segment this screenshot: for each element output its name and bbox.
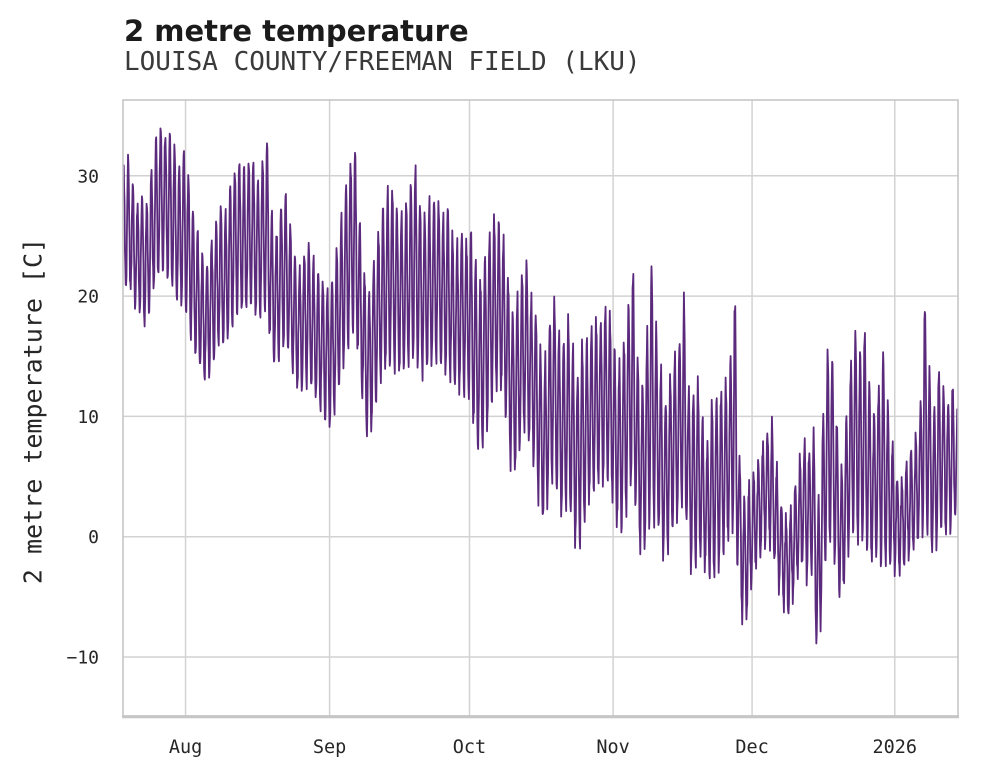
x-tick-label: Nov [596, 737, 629, 758]
x-tick-label: Aug [169, 737, 202, 758]
chart-title: 2 metre temperature [124, 14, 469, 48]
y-tick-label: 10 [77, 407, 99, 428]
y-tick-label: 30 [77, 166, 99, 187]
x-tick-label: Sep [313, 737, 346, 758]
x-tick-label: 2026 [872, 737, 917, 758]
y-tick-label: −10 [66, 648, 99, 669]
x-tick-label: Dec [735, 737, 768, 758]
x-tick-label: Oct [453, 737, 486, 758]
temperature-line [123, 127, 958, 645]
y-tick-label: 0 [88, 527, 99, 548]
y-tick-label: 20 [77, 287, 99, 308]
chart-subtitle: LOUISA COUNTY/FREEMAN FIELD (LKU) [124, 47, 641, 77]
